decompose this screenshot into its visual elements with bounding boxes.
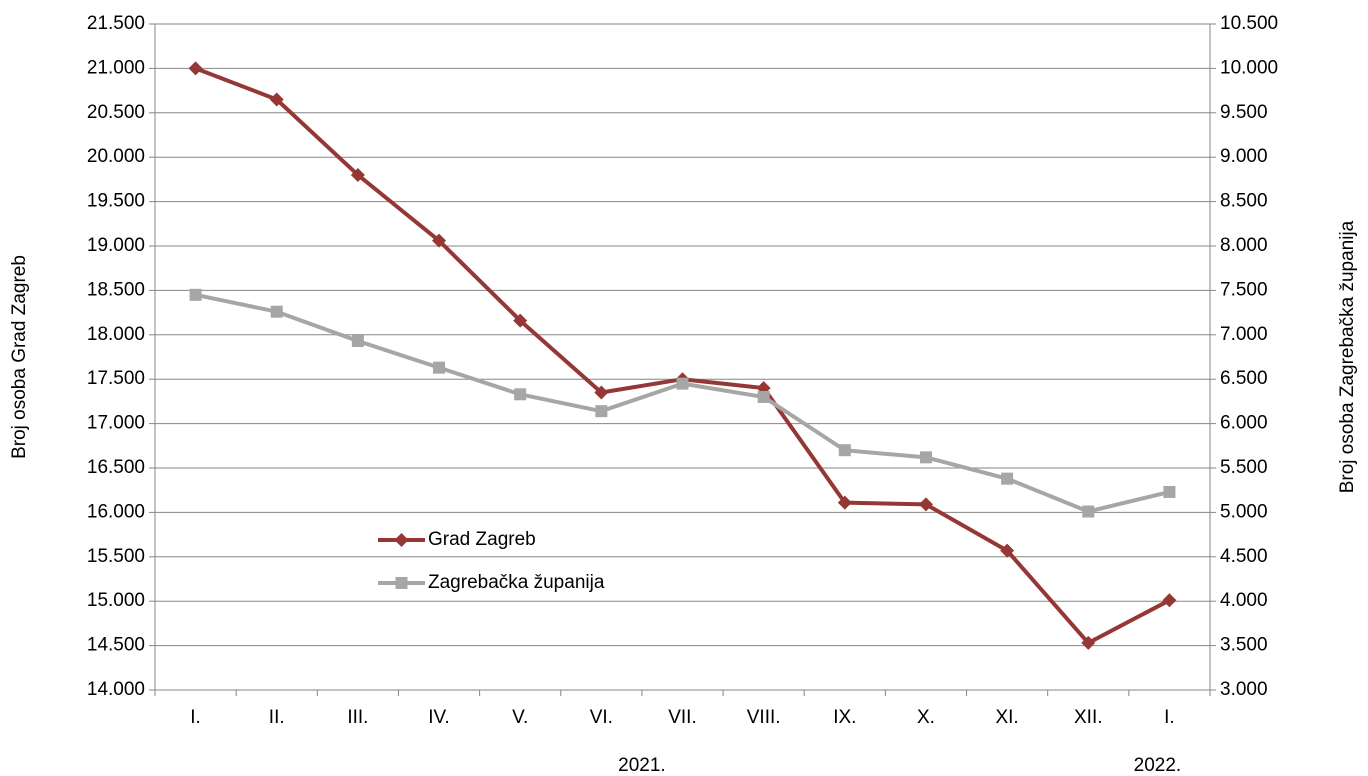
data-point xyxy=(350,167,365,182)
y-tick-label: 18.000 xyxy=(87,324,145,345)
legend-label: Zagrebačka županija xyxy=(428,572,605,593)
data-point xyxy=(270,305,283,318)
x-tick-label: I. xyxy=(190,707,201,728)
y2-axis-title: Broj osoba Zagrebačka županija xyxy=(1337,220,1358,493)
x-tick-label: VIII. xyxy=(747,707,781,728)
y-tick-label: 18.500 xyxy=(87,279,145,300)
x-tick-label: X. xyxy=(917,707,935,728)
y2-tick-label: 8.500 xyxy=(1220,191,1268,212)
y-tick-label: 17.500 xyxy=(87,368,145,389)
x-tick-label: IX. xyxy=(833,707,856,728)
y2-tick-label: 8.000 xyxy=(1220,235,1268,256)
x-tick-label: V. xyxy=(512,707,528,728)
y2-tick-label: 10.500 xyxy=(1220,13,1278,34)
x-tick-label: XI. xyxy=(995,707,1018,728)
y2-tick-label: 3.500 xyxy=(1220,635,1268,656)
x-group-label: 2022. xyxy=(1134,755,1182,776)
legend-marker xyxy=(395,577,408,589)
y-tick-label: 20.000 xyxy=(87,146,145,167)
x-tick-label: VII. xyxy=(668,707,697,728)
y2-tick-label: 6.000 xyxy=(1220,413,1268,434)
y2-tick-label: 9.500 xyxy=(1220,102,1268,123)
data-point xyxy=(676,377,689,390)
y-tick-label: 19.000 xyxy=(87,235,145,256)
data-point xyxy=(433,361,446,374)
data-point xyxy=(918,497,933,512)
y-tick-label: 19.500 xyxy=(87,191,145,212)
y2-tick-label: 7.000 xyxy=(1220,324,1268,345)
data-point xyxy=(1001,472,1014,485)
y-tick-label: 16.500 xyxy=(87,457,145,478)
x-tick-label: III. xyxy=(347,707,368,728)
data-point xyxy=(432,233,447,248)
x-tick-label: VI. xyxy=(590,707,613,728)
y2-tick-label: 9.000 xyxy=(1220,146,1268,167)
y2-tick-label: 6.500 xyxy=(1220,368,1268,389)
y-tick-label: 14.000 xyxy=(87,679,145,700)
legend-marker xyxy=(394,533,409,547)
data-point xyxy=(1000,543,1015,558)
x-tick-label: I. xyxy=(1164,707,1175,728)
y-axis-title: Broj osoba Grad Zagreb xyxy=(9,255,30,459)
x-group-label: 2021. xyxy=(618,755,666,776)
series-line xyxy=(195,292,1170,514)
y2-tick-label: 5.500 xyxy=(1220,457,1268,478)
y2-tick-label: 5.000 xyxy=(1220,501,1268,522)
y-tick-label: 21.000 xyxy=(87,57,145,78)
x-tick-label: IV. xyxy=(428,707,450,728)
legend-label: Grad Zagreb xyxy=(428,529,536,550)
data-point xyxy=(1163,485,1176,498)
data-point xyxy=(513,313,528,328)
data-point xyxy=(1162,593,1177,608)
data-point xyxy=(837,495,852,510)
data-point xyxy=(1082,505,1095,518)
y2-tick-label: 7.500 xyxy=(1220,279,1268,300)
data-point xyxy=(269,92,284,107)
y2-tick-label: 10.000 xyxy=(1220,57,1278,78)
y-tick-label: 16.000 xyxy=(87,501,145,522)
data-point xyxy=(838,444,851,457)
y-tick-label: 20.500 xyxy=(87,102,145,123)
data-point xyxy=(595,405,608,418)
data-point xyxy=(594,385,609,400)
data-point xyxy=(188,61,203,76)
y-tick-label: 14.500 xyxy=(87,635,145,656)
data-point xyxy=(919,451,932,464)
x-tick-label: XII. xyxy=(1074,707,1103,728)
y-tick-label: 17.000 xyxy=(87,413,145,434)
y-tick-label: 15.000 xyxy=(87,590,145,611)
y2-tick-label: 4.000 xyxy=(1220,590,1268,611)
data-point xyxy=(1081,635,1096,650)
y2-tick-label: 4.500 xyxy=(1220,546,1268,567)
data-point xyxy=(189,288,202,301)
data-point xyxy=(514,388,527,401)
y-tick-label: 15.500 xyxy=(87,546,145,567)
y-tick-label: 21.500 xyxy=(87,13,145,34)
data-point xyxy=(757,390,770,403)
y2-tick-label: 3.000 xyxy=(1220,679,1268,700)
x-tick-label: II. xyxy=(269,707,285,728)
data-point xyxy=(351,335,364,348)
